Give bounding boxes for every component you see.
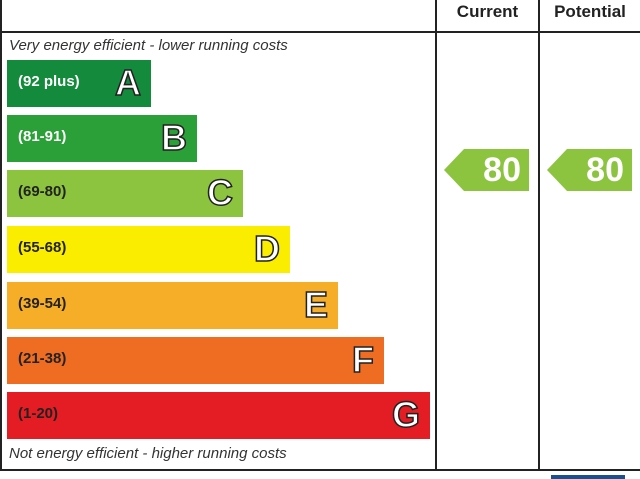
band-g: (1-20) G [7,392,430,439]
header-potential: Potential [554,2,626,21]
band-letter: B [160,116,188,159]
band-range: (55-68) [18,239,67,256]
header-rule [0,31,640,33]
current-rating-value: 80 [483,151,521,189]
bottom-note: Not energy efficient - higher running co… [9,445,287,462]
band-a: (92 plus) A [7,60,151,107]
top-note: Very energy efficient - lower running co… [9,37,288,54]
band-f: (21-38) F [7,337,384,384]
potential-rating-arrow: 80 [547,149,632,191]
band-letter: G [391,393,421,436]
band-letter: D [253,227,281,270]
potential-rating-value: 80 [586,151,624,189]
header-current: Current [456,2,519,21]
band-range: (69-80) [18,183,67,200]
band-d: (55-68) D [7,226,290,273]
band-range: (81-91) [18,128,67,145]
band-e: (39-54) E [7,282,338,329]
band-range: (39-54) [18,295,67,312]
band-range: (21-38) [18,350,67,367]
divider-current [435,0,437,471]
band-b: (81-91) B [7,115,197,162]
band-letter: F [351,338,375,381]
border-left [0,0,2,471]
bottom-rule [0,469,640,471]
band-letter: C [206,171,234,214]
blue-tab [551,475,625,479]
current-rating-arrow: 80 [444,149,529,191]
band-range: (1-20) [18,405,59,422]
band-letter: A [114,61,142,104]
arrow-shape [444,149,529,191]
arrow-shape [547,149,632,191]
divider-potential [538,0,540,471]
band-letter: E [303,283,329,326]
band-c: (69-80) C [7,170,243,217]
band-range: (92 plus) [18,73,80,90]
